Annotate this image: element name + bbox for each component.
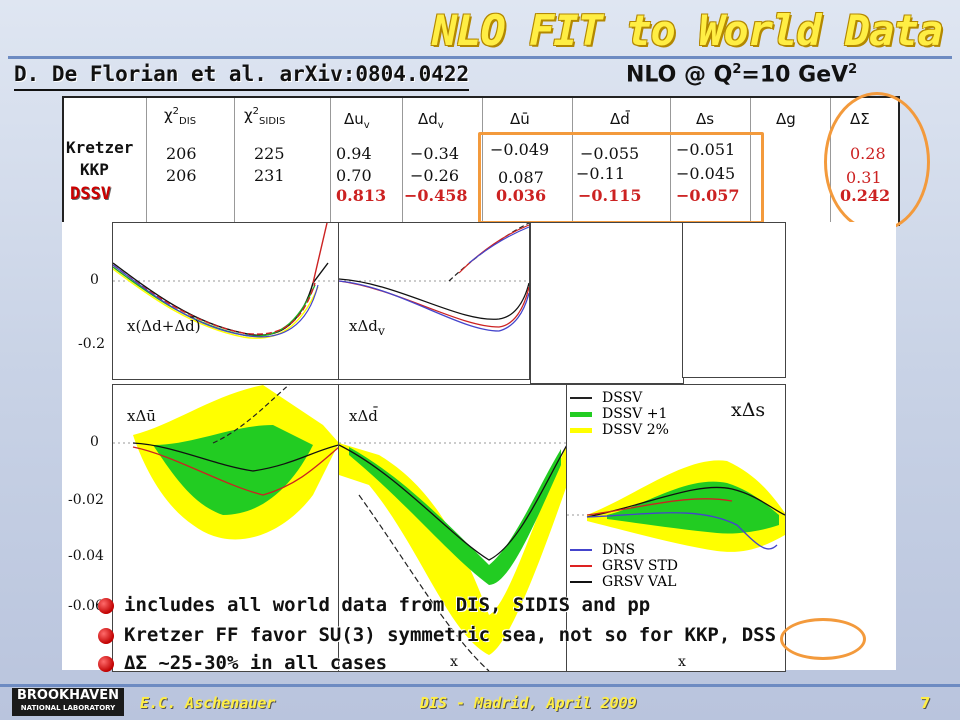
tick-label: -0.06 <box>68 598 104 614</box>
reference-underline <box>14 89 470 91</box>
plot-panel-top-right-b <box>682 222 786 378</box>
results-table: χ2DIS χ2SIDIS Δuv Δdv Δū Δd̄ Δs Δg ΔΣ Kr… <box>62 96 900 226</box>
row-label-dssv: DSSV <box>70 184 111 204</box>
reference-text: D. De Florian et al. arXiv:0804.0422 <box>14 62 470 86</box>
tick-label: -0.02 <box>68 492 104 508</box>
plot-bottom-left-curves <box>113 385 339 540</box>
plot-label-dubar: xΔū <box>127 407 156 425</box>
cell: −0.051 <box>676 140 736 159</box>
col-divider <box>482 98 483 224</box>
cell: 0.813 <box>336 186 387 205</box>
bullet-text: includes all world data from DIS, SIDIS … <box>124 594 651 616</box>
tick-label: -0.2 <box>78 336 105 352</box>
legend-item: GRSV STD <box>570 558 678 574</box>
cell: 0.70 <box>336 166 372 185</box>
tick-label: 0 <box>90 272 99 288</box>
plot-bottom-mid-curves <box>339 442 567 671</box>
row-label-kretzer: Kretzer <box>66 138 134 157</box>
plot-panel-bottom-right: xΔs <box>566 384 786 672</box>
footer-author: E.C. Aschenauer <box>140 694 276 712</box>
col-divider <box>750 98 751 224</box>
legend-item: GRSV VAL <box>570 574 678 590</box>
cell: −0.057 <box>676 186 740 205</box>
header-chi2-dis: χ2DIS <box>164 106 197 127</box>
scale-sup2: 2 <box>848 62 858 77</box>
cell: 0.94 <box>336 144 372 163</box>
scale-rest: =10 GeV <box>741 62 849 88</box>
plot-label-dbar: xΔd̄ <box>349 407 378 425</box>
plot-label-dpdbar: x(Δd+Δd̄) <box>127 317 201 335</box>
scale-label: NLO @ Q2=10 GeV2 <box>626 62 857 87</box>
plot-top-left-curves <box>113 223 339 339</box>
sigma-highlight-ellipse <box>824 92 930 232</box>
plot-label-dv: xΔdv <box>349 317 385 338</box>
cell: 225 <box>254 144 285 163</box>
header-delta-s: Δs <box>696 110 715 128</box>
slide-title: NLO FIT to World Data <box>431 6 943 55</box>
bullet-text: ΔΣ ~25-30% in all cases <box>124 652 388 674</box>
footer-conference: DIS - Madrid, April 2009 <box>420 694 637 712</box>
header-delta-dv: Δdv <box>418 110 444 131</box>
col-divider <box>572 98 573 224</box>
cell: 206 <box>166 166 197 185</box>
legend-item: DNS <box>570 542 678 558</box>
cell: 206 <box>166 144 197 163</box>
sea-highlight-box <box>478 132 764 224</box>
header-delta-dbar: Δd̄ <box>610 110 630 128</box>
col-divider <box>330 98 331 224</box>
plot-panel-bottom-left: xΔū <box>112 384 340 672</box>
legend-item: DSSV 2% <box>570 422 669 438</box>
plot-top-mid-curves <box>339 223 529 332</box>
cell: −0.055 <box>580 144 640 163</box>
footer-divider <box>0 684 960 687</box>
header-delta-uv: Δuv <box>344 110 370 131</box>
plot-label-ds: xΔs <box>731 399 766 421</box>
legend-item: DSSV <box>570 390 669 406</box>
tick-label: 0 <box>90 434 99 450</box>
cell: −0.34 <box>410 144 460 163</box>
cell: −0.049 <box>490 140 550 159</box>
plot-bottom-right-curves <box>567 460 785 552</box>
legend-top: DSSV DSSV +1 DSSV 2% <box>570 390 669 438</box>
cell: −0.458 <box>404 186 468 205</box>
legend-bottom: DNS GRSV STD GRSV VAL <box>570 542 678 590</box>
cell: 231 <box>254 166 285 185</box>
scale-sup: 2 <box>732 62 742 77</box>
cell: −0.115 <box>578 186 642 205</box>
cell: −0.045 <box>676 164 736 183</box>
bullet-text: Kretzer FF favor SU(3) symmetric sea, no… <box>124 624 777 646</box>
header-delta-ubar: Δū <box>510 110 530 128</box>
cell: −0.26 <box>410 166 460 185</box>
dss-highlight-ellipse <box>780 618 866 660</box>
cell: 0.036 <box>496 186 547 205</box>
plot-panel-top-left: x(Δd+Δd̄) <box>112 222 340 380</box>
col-divider <box>146 98 147 224</box>
bullet-icon <box>98 628 114 644</box>
bullet-icon <box>98 656 114 672</box>
title-divider <box>8 56 952 59</box>
header-chi2-sidis: χ2SIDIS <box>244 106 286 127</box>
header-delta-g: Δg <box>776 110 796 128</box>
reference-citation: D. De Florian et al. arXiv:0804.0422 <box>14 62 470 91</box>
plot-panel-top-mid: xΔdv <box>338 222 530 380</box>
bullet-icon <box>98 598 114 614</box>
pdf-plots: x(Δd+Δd̄) xΔdv xΔū <box>62 222 896 672</box>
cell: −0.11 <box>576 164 626 183</box>
footer-page-number: 7 <box>920 694 931 712</box>
col-divider <box>402 98 403 224</box>
scale-text: NLO @ Q <box>626 62 733 88</box>
row-label-kkp: KKP <box>80 160 109 179</box>
tick-label: -0.04 <box>68 548 104 564</box>
cell: 0.087 <box>498 168 544 187</box>
plot-panel-bottom-mid: xΔd̄ <box>338 384 568 672</box>
x-axis-label: x <box>450 654 458 670</box>
brookhaven-logo: BROOKHAVEN NATIONAL LABORATORY <box>12 688 124 716</box>
legend-item: DSSV +1 <box>570 406 669 422</box>
plot-panel-top-right-a <box>530 222 684 384</box>
col-divider <box>670 98 671 224</box>
x-axis-label: x <box>678 654 686 670</box>
col-divider <box>234 98 235 224</box>
